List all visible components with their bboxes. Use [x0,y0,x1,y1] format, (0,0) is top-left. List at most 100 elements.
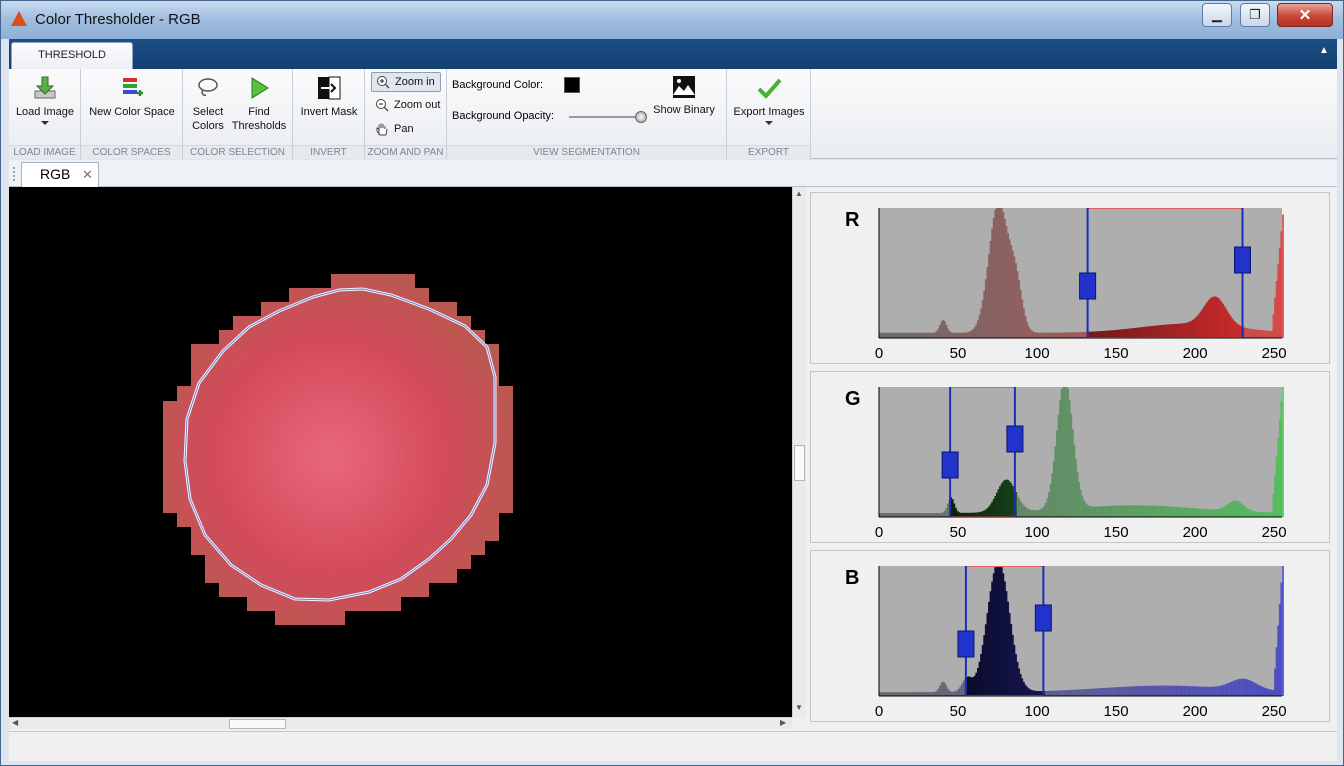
histogram-bar [1266,330,1269,338]
histogram-bar [1138,505,1141,517]
histogram-plot[interactable]: B 0 50 100 150 200 250 [811,551,1331,723]
histogram-bar [1251,510,1254,517]
histogram-bar [1106,505,1109,517]
high-threshold-handle[interactable] [1233,246,1251,274]
histogram-bar [1117,687,1120,696]
ribbon-collapse-icon[interactable]: ▲ [1319,45,1329,56]
background-color-swatch[interactable] [564,77,580,93]
pan-label: Pan [394,123,414,135]
vertical-scroll-thumb[interactable] [794,445,805,481]
high-threshold-handle[interactable] [1006,425,1024,453]
histogram-bar [1084,689,1087,696]
histogram-bar [1059,400,1062,517]
histogram-bar [1038,509,1041,517]
find-thresholds-button[interactable]: Find Thresholds [231,75,287,133]
histogram-bar [894,692,897,696]
vertical-scrollbar[interactable]: ▲ ▼ [792,187,806,717]
scroll-down-icon[interactable]: ▼ [795,703,803,712]
histogram-bar [1180,507,1183,517]
close-button[interactable]: ✕ [1277,3,1333,27]
histogram-bar [891,513,894,517]
histogram-bar [1248,328,1251,338]
histogram-bar [1280,401,1283,517]
histogram-bar [913,332,916,338]
histogram-bar [1093,331,1096,338]
load-image-button[interactable]: Load Image [15,75,75,125]
histogram-bar [1108,330,1111,338]
image-view[interactable] [9,187,792,717]
pan-button[interactable]: Pan [371,120,441,140]
histogram-bar [1007,479,1009,517]
histogram-bar [937,688,940,696]
histogram-bar [956,332,959,338]
low-threshold-handle[interactable] [941,451,959,479]
group-color-selection: Select Colors Find Thresholds COLOR SELE… [183,69,293,159]
new-color-space-button[interactable]: New Color Space [85,75,179,119]
histogram-bar [1201,686,1204,696]
histogram-bar [983,635,986,696]
histogram-bar [995,492,998,517]
zoom-in-button[interactable]: Zoom in [371,72,441,92]
select-colors-button[interactable]: Select Colors [187,75,229,133]
histogram-plot[interactable]: G 0 50 100 150 200 250 [811,372,1331,544]
histogram-bar [1215,296,1218,338]
opacity-slider-thumb[interactable] [635,111,647,123]
histogram-bar [1033,510,1036,517]
document-tab-bar [9,160,1337,187]
histogram-bar [1043,332,1046,338]
zoom-out-button[interactable]: Zoom out [371,96,441,116]
histogram-bar [1079,489,1082,517]
opacity-slider-track[interactable] [569,116,641,118]
histogram-bar [1157,685,1160,696]
histogram-bar [1056,430,1058,517]
maximize-button[interactable]: ❐ [1240,3,1270,27]
histogram-bar [978,512,981,517]
histogram-g[interactable]: G 0 50 100 150 200 250 [810,371,1330,543]
export-images-button[interactable]: Export Images [731,75,807,125]
show-binary-button[interactable]: Show Binary [649,75,719,117]
tick-label: 0 [875,703,883,720]
histogram-b[interactable]: B 0 50 100 150 200 250 [810,550,1330,722]
histogram-bar [1071,429,1074,517]
histogram-bar [980,654,983,696]
histogram-bar [1082,331,1085,338]
lasso-icon [198,78,218,96]
scroll-left-icon[interactable]: ◀ [12,718,19,727]
low-threshold-handle[interactable] [1079,272,1097,300]
invert-mask-button[interactable]: Invert Mask [297,75,361,119]
histogram-bar [1138,327,1141,338]
tab-threshold[interactable]: THRESHOLD [11,42,133,69]
histogram-bar [967,331,970,338]
histogram-r[interactable]: R 0 50 100 150 200 250 [810,192,1330,364]
horizontal-scroll-thumb[interactable] [229,719,286,729]
scroll-up-icon[interactable]: ▲ [795,189,803,198]
histogram-bar [1282,214,1284,338]
horizontal-scrollbar[interactable]: ◀ ▶ [9,717,792,729]
scroll-right-icon[interactable]: ▶ [780,718,787,727]
histogram-bar [940,512,943,517]
histogram-bar [1261,512,1264,517]
histogram-bar [1086,689,1089,696]
histogram-bar [880,332,883,338]
histogram-bar [1225,308,1228,338]
histogram-bar [1146,685,1149,696]
histogram-bar [1263,512,1266,517]
document-tab-rgb[interactable]: RGB ✕ [21,162,99,187]
histogram-bar [946,503,949,517]
histogram-bar [1092,688,1095,696]
histogram-bar [899,692,902,696]
low-threshold-handle[interactable] [957,630,975,658]
histogram-bar [912,513,915,517]
histogram-bar [1067,690,1070,696]
histogram-bar [1223,506,1226,517]
histogram-bar [1150,326,1153,338]
histogram-bar [1067,332,1070,338]
histogram-bar [1209,298,1212,338]
histogram-plot[interactable]: R 0 50 100 150 200 250 [811,193,1331,365]
histogram-bar [1130,328,1133,338]
histogram-bar [927,692,930,696]
high-threshold-handle[interactable] [1034,604,1052,632]
minimize-button[interactable]: ▁ [1202,3,1232,27]
histogram-bar [1048,492,1051,517]
close-icon[interactable]: ✕ [82,167,93,182]
